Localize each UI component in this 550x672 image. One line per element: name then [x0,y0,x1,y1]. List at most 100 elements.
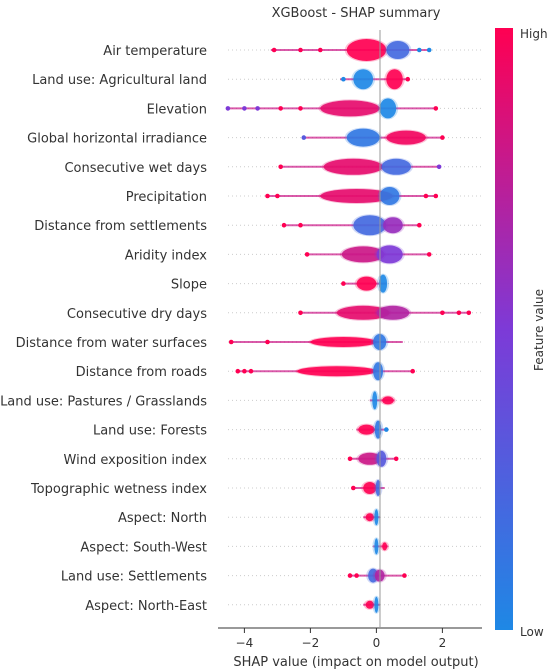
feature-row: Slope [171,273,482,294]
x-tick-label: 2 [439,636,447,650]
shap-density-blob [358,424,375,435]
shap-point [433,106,439,111]
shap-point [278,164,284,170]
chart-title: XGBoost - SHAP summary [272,6,441,21]
shap-density-blob [374,596,379,613]
shap-density-blob [336,305,390,320]
shap-point [235,368,241,374]
shap-density-blob [375,480,381,496]
shap-point [393,456,399,462]
shap-point [318,47,323,53]
shap-point [466,310,472,316]
x-tick-label: −4 [236,636,254,650]
feature-label: Aspect: South-West [80,540,207,555]
feature-row: Land use: Forests [93,419,482,440]
shap-point [410,368,416,374]
feature-label: Land use: Agricultural land [32,73,207,88]
feature-row: Distance from settlements [34,214,482,237]
shap-density-blob [356,276,377,291]
shap-density-blob [353,215,387,236]
shap-density-blob [323,158,383,175]
feature-row: Air temperature [103,38,482,62]
feature-label: Slope [171,278,207,293]
shap-density-blob [363,482,377,494]
shap-point [440,135,445,140]
shap-point [242,106,247,111]
shap-density-blob [365,513,374,522]
shap-density-blob [310,337,377,347]
shap-density-blob [379,187,400,205]
shap-density-blob [374,509,379,526]
shap-point [426,252,432,257]
colorbar [495,28,513,630]
shap-point [433,193,439,199]
shap-point [304,252,310,257]
shap-point [402,573,407,578]
x-tick-label: −2 [302,636,320,650]
shap-point [426,47,432,53]
feature-label: Land use: Pastures / Grasslands [0,394,207,409]
shap-point [384,427,389,432]
shap-density-blob [386,69,403,90]
feature-row: Aspect: South-West [80,537,482,556]
feature-row: Precipitation [126,186,482,206]
colorbar-high-label: High [520,27,548,41]
feature-label: Global horizontal irradiance [27,132,207,147]
feature-label: Land use: Forests [93,424,207,439]
shap-point [351,485,356,491]
colorbar-title: Feature value [532,289,546,371]
shap-density-blob [382,542,388,551]
feature-label: Aspect: North [118,511,207,526]
shap-point [423,193,429,199]
shap-density-blob [383,217,403,234]
feature-rows: Air temperature Land use: Agricultural la… [0,38,482,614]
shap-density-blob [297,366,377,377]
shap-point [440,310,445,316]
shap-point [242,368,247,374]
feature-row: Distance from water surfaces [16,333,482,351]
shap-point [298,310,303,316]
shap-point [436,164,442,170]
feature-row: Aridity index [125,244,482,265]
feature-label: Distance from roads [76,365,208,380]
colorbar-low-label: Low [520,625,544,639]
shap-point [228,339,234,345]
shap-point [248,368,254,374]
shap-point [298,222,303,228]
shap-point [417,222,422,228]
shap-point [278,106,284,111]
shap-density-blob [376,450,387,467]
shap-density-blob [372,391,378,410]
shap-point [417,47,422,53]
feature-row: Land use: Pastures / Grasslands [0,390,482,411]
feature-label: Distance from water surfaces [16,336,208,351]
shap-density-blob [386,130,426,145]
feature-row: Wind exposition index [64,449,482,468]
shap-point [271,47,277,53]
feature-label: Land use: Settlements [61,570,207,585]
feature-label: Air temperature [103,44,207,59]
feature-row: Topographic wetness index [30,479,482,497]
shap-point [347,456,353,462]
shap-point [298,47,303,53]
shap-density-blob [378,274,388,293]
feature-label: Wind exposition index [64,453,208,468]
shap-density-blob [346,128,380,147]
shap-density-blob [358,452,382,465]
shap-density-blob [386,41,410,59]
feature-row: Land use: Settlements [61,567,482,585]
shap-density-blob [353,69,374,90]
feature-label: Elevation [147,102,207,117]
shap-density-blob [379,98,397,119]
shap-point [341,281,346,286]
shap-point [347,573,353,578]
x-ticks: −4 −2 0 2 [236,628,447,650]
feature-label: Precipitation [126,190,207,205]
shap-point [265,193,270,199]
feature-label: Aridity index [125,248,208,263]
shap-point [456,310,462,316]
feature-label: Aspect: North-East [85,599,207,614]
shap-density-blob [320,100,380,117]
shap-point [275,193,280,199]
